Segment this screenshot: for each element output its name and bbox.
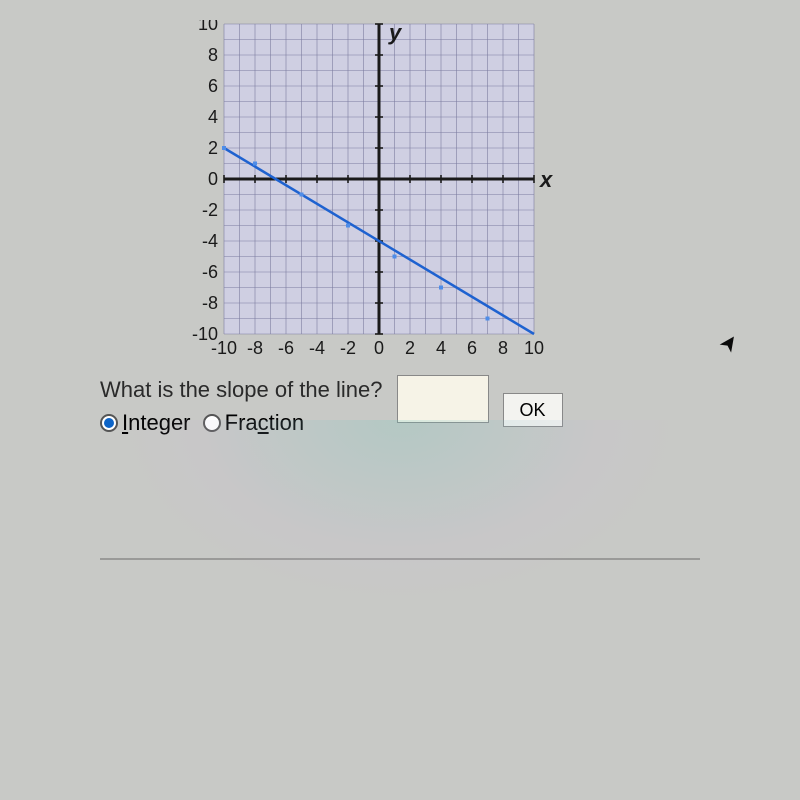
- svg-text:0: 0: [208, 169, 218, 189]
- graph-svg: 1086420-2-4-6-8-10-10-8-6-4-20246810yx: [180, 20, 560, 360]
- svg-text:-6: -6: [278, 338, 294, 358]
- content-area: 1086420-2-4-6-8-10-10-8-6-4-20246810yx W…: [0, 0, 800, 588]
- svg-text:2: 2: [208, 138, 218, 158]
- svg-text:y: y: [388, 20, 403, 45]
- radio-fraction[interactable]: Fraction: [203, 410, 304, 436]
- svg-text:-2: -2: [340, 338, 356, 358]
- svg-text:2: 2: [405, 338, 415, 358]
- svg-text:-6: -6: [202, 262, 218, 282]
- svg-text:6: 6: [208, 76, 218, 96]
- svg-text:-8: -8: [202, 293, 218, 313]
- question-block: What is the slope of the line? Integer F…: [100, 375, 383, 438]
- answer-type-radios: Integer Fraction: [100, 410, 383, 438]
- answer-input[interactable]: [397, 375, 489, 423]
- svg-text:6: 6: [467, 338, 477, 358]
- svg-text:4: 4: [208, 107, 218, 127]
- divider: [100, 558, 700, 560]
- ok-button[interactable]: OK: [503, 393, 563, 427]
- svg-text:4: 4: [436, 338, 446, 358]
- question-row: What is the slope of the line? Integer F…: [100, 375, 700, 438]
- radio-dot-fraction: [203, 414, 221, 432]
- svg-text:-8: -8: [247, 338, 263, 358]
- radio-integer[interactable]: Integer: [100, 410, 191, 436]
- question-prompt: What is the slope of the line?: [100, 375, 383, 406]
- svg-text:-4: -4: [202, 231, 218, 251]
- svg-text:8: 8: [208, 45, 218, 65]
- svg-text:10: 10: [198, 20, 218, 34]
- radio-fraction-label: Fraction: [225, 410, 304, 436]
- svg-text:-4: -4: [309, 338, 325, 358]
- svg-text:10: 10: [524, 338, 544, 358]
- graph-coordinate-plane: 1086420-2-4-6-8-10-10-8-6-4-20246810yx: [180, 20, 700, 365]
- svg-text:8: 8: [498, 338, 508, 358]
- svg-text:0: 0: [374, 338, 384, 358]
- radio-integer-label: Integer: [122, 410, 191, 436]
- svg-text:-10: -10: [211, 338, 237, 358]
- radio-dot-integer: [100, 414, 118, 432]
- svg-text:-2: -2: [202, 200, 218, 220]
- svg-text:x: x: [539, 167, 553, 192]
